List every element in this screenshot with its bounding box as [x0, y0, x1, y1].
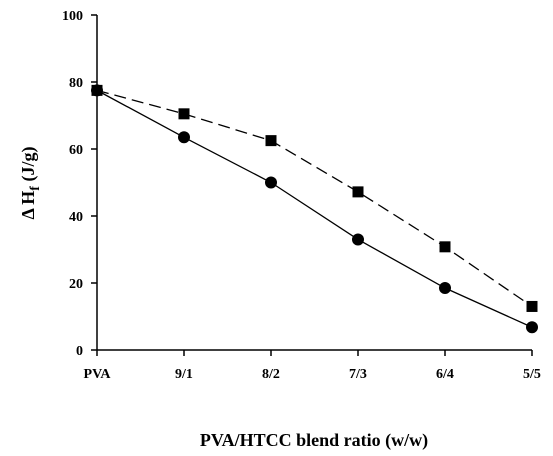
data-point-square	[526, 300, 538, 312]
y-tick-label: 100	[62, 9, 83, 24]
y-axis-title-suffix: (J/g)	[18, 147, 39, 187]
x-tick-label: 9/1	[175, 367, 193, 382]
x-tick-label: PVA	[84, 367, 112, 382]
y-axis-title: Δ Hf (J/g)	[18, 147, 43, 220]
data-point-circle	[439, 282, 451, 295]
x-tick-label: 6/4	[436, 367, 454, 382]
x-tick-label: 7/3	[349, 367, 367, 382]
data-point-square	[178, 108, 190, 120]
x-axis-title: PVA/HTCC blend ratio (w/w)	[200, 430, 428, 451]
data-point-circle	[526, 321, 538, 334]
x-tick-label: 5/5	[523, 367, 541, 382]
series-layer	[91, 84, 538, 334]
y-axis-title-prefix: Δ H	[18, 191, 38, 220]
data-point-circle	[352, 233, 364, 246]
x-tick-label: 8/2	[262, 367, 280, 382]
y-tick-label: 40	[69, 210, 83, 225]
y-axis-title-subscript: f	[28, 186, 43, 191]
y-tick-label: 20	[69, 277, 83, 292]
data-point-circle	[91, 84, 103, 97]
data-point-square	[265, 135, 277, 147]
data-point-circle	[265, 176, 277, 189]
data-point-square	[439, 241, 451, 253]
data-point-square	[352, 186, 364, 198]
data-point-circle	[178, 131, 190, 144]
y-tick-label: 0	[76, 344, 83, 359]
series-line-2	[96, 89, 533, 328]
y-tick-label: 80	[69, 76, 83, 91]
ticks-layer: 0 20 40 60 80 100 PVA 9/1 8/2 7/3 6/4 5/5	[62, 9, 541, 382]
series-line-1	[96, 89, 533, 307]
axes	[96, 15, 532, 351]
y-tick-label: 60	[69, 143, 83, 158]
